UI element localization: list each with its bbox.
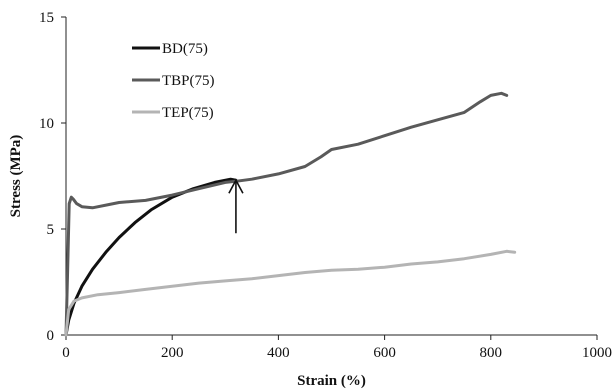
x-tick-label: 0 (62, 345, 70, 361)
legend: BD(75) TBP(75) TEP(75) (132, 41, 215, 121)
annotation-layer (228, 178, 244, 234)
series-layer (64, 91, 517, 337)
series-line-bd-75 (64, 177, 238, 337)
legend-label-bd-75: BD(75) (162, 41, 208, 57)
axes (65, 17, 597, 336)
x-tick-label: 200 (161, 345, 184, 361)
legend-label-tep-75: TEP(75) (162, 105, 214, 121)
arrow-head (228, 178, 244, 194)
series-line-tep-75 (64, 249, 517, 337)
y-tick-label: 15 (39, 10, 54, 26)
x-tick-label: 800 (480, 345, 503, 361)
y-tick-label: 10 (39, 116, 54, 132)
x-ticks: 0 200 400 600 800 1000 (62, 335, 612, 361)
y-tick-label: 0 (47, 328, 55, 344)
x-axis-title: Strain (%) (297, 373, 366, 389)
x-tick-label: 400 (267, 345, 290, 361)
x-tick-label: 600 (373, 345, 396, 361)
annotation-arrow (228, 178, 244, 234)
y-axis-title: Stress (MPa) (8, 135, 24, 218)
series-line-tbp-75 (64, 91, 509, 337)
x-tick-label: 1000 (582, 345, 612, 361)
legend-label-tbp-75: TBP(75) (162, 73, 215, 89)
y-tick-label: 5 (47, 222, 55, 238)
y-ticks: 0 5 10 15 (39, 10, 66, 344)
